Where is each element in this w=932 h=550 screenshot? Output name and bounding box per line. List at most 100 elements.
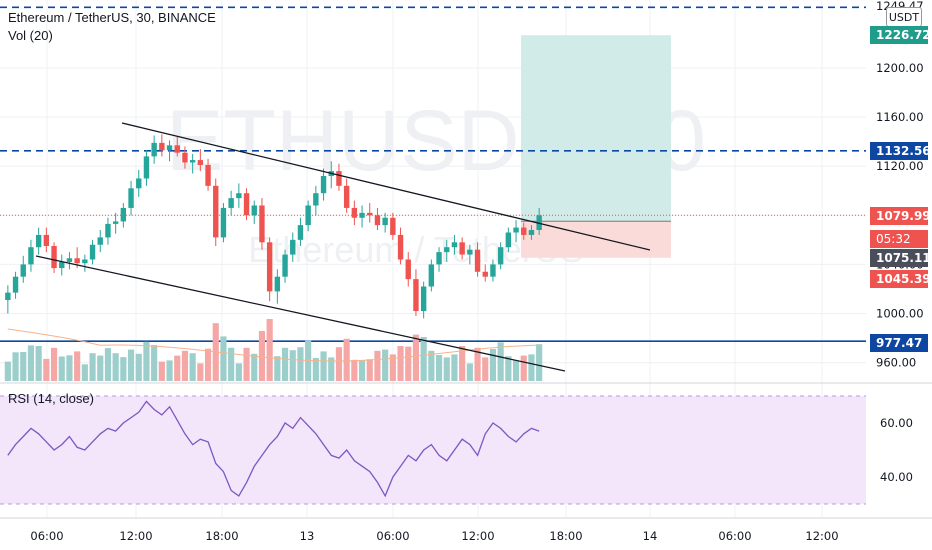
- candle-body: [74, 258, 80, 264]
- candle-body: [5, 292, 11, 300]
- candle-body: [59, 261, 65, 269]
- volume-bar: [405, 346, 412, 381]
- channel-lower-trendline: [35, 255, 566, 372]
- volume-bar: [397, 346, 404, 381]
- candle-body: [105, 223, 111, 238]
- rsi-line: [7, 400, 540, 498]
- volume-bar: [420, 337, 427, 381]
- volume-bar: [97, 355, 104, 381]
- candle-body: [536, 215, 542, 231]
- volume-bar: [320, 351, 327, 381]
- candle-body: [405, 259, 411, 280]
- volume-bar: [366, 359, 373, 381]
- time-tick-label: 13: [300, 529, 315, 543]
- candle-body: [290, 239, 296, 255]
- candle-body: [259, 205, 265, 243]
- price-tick-label: 1200.00: [876, 61, 924, 75]
- volume-bars: [4, 319, 543, 381]
- volume-bar: [312, 358, 319, 381]
- volume-bar: [528, 354, 535, 381]
- symbol-title: Ethereum / TetherUS, 30, BINANCE: [8, 10, 216, 25]
- candle-body: [374, 215, 381, 226]
- stop-price-tag: 1045.39: [870, 270, 931, 288]
- volume-bar: [512, 360, 520, 381]
- candle-body: [444, 247, 450, 253]
- candle-body: [343, 185, 350, 208]
- candle-body: [20, 264, 26, 277]
- volume-bar: [50, 347, 58, 381]
- time-tick-label: 12:00: [805, 529, 838, 543]
- volume-indicator-label: Vol (20): [8, 28, 53, 43]
- price-tick-label: 1000.00: [876, 307, 924, 321]
- volume-bar: [35, 346, 42, 381]
- rsi-band: [0, 396, 866, 504]
- time-tick-label: 06:00: [376, 529, 409, 543]
- volume-bar: [335, 347, 343, 381]
- volume-bar: [489, 349, 497, 381]
- candle-body: [297, 225, 304, 240]
- volume-bar: [374, 350, 381, 381]
- volume-bar: [4, 361, 11, 381]
- volume-bar: [120, 357, 127, 381]
- candle-body: [112, 221, 119, 224]
- volume-bar: [235, 363, 242, 381]
- time-tick-label: 12:00: [119, 529, 152, 543]
- volume-bar: [474, 347, 481, 381]
- candle-body: [43, 234, 50, 246]
- time-tick-label: 18:00: [205, 529, 238, 543]
- candle-body: [513, 227, 519, 233]
- time-tick-label: 14: [643, 529, 658, 543]
- candle-body: [189, 160, 196, 163]
- candle-body: [359, 212, 365, 218]
- candle-body: [274, 276, 281, 292]
- current-price-tag: 1079.99: [870, 207, 931, 225]
- volume-bar: [536, 344, 543, 381]
- volume-bar: [174, 355, 181, 381]
- candle-body: [266, 242, 273, 292]
- candle-body: [182, 152, 188, 163]
- upper-level-tag: 1132.56: [870, 142, 931, 160]
- time-tick-label: 06:00: [718, 529, 751, 543]
- volume-bar: [43, 358, 50, 381]
- candle-body: [467, 249, 473, 255]
- candle-body: [159, 142, 165, 151]
- volume-bar: [382, 349, 389, 381]
- volume-bar: [243, 347, 250, 381]
- candle-body: [35, 234, 42, 248]
- currency-unit-button[interactable]: USDT: [886, 7, 922, 27]
- candle-body: [505, 232, 512, 248]
- candle-body: [528, 230, 535, 235]
- candle-body: [136, 178, 142, 189]
- volume-ma-line: [7, 328, 540, 362]
- candle-body: [397, 234, 404, 260]
- volume-bar: [428, 350, 435, 381]
- volume-bar: [258, 331, 266, 381]
- volume-bar: [74, 351, 81, 381]
- candle-body: [120, 207, 127, 222]
- volume-bar: [343, 338, 350, 381]
- volume-bar: [197, 363, 204, 381]
- volume-bar: [251, 353, 258, 381]
- volume-bar: [328, 357, 335, 381]
- volume-bar: [435, 355, 443, 381]
- support-level-tag: 977.47: [870, 334, 928, 352]
- candle-body: [382, 217, 388, 226]
- candle-body: [143, 156, 150, 179]
- volume-bar: [228, 347, 235, 381]
- candle-body: [490, 264, 496, 277]
- candle-body: [166, 145, 173, 151]
- volume-bar: [281, 347, 289, 381]
- candle-body: [243, 193, 250, 216]
- volume-bar: [127, 349, 135, 381]
- candle-body: [336, 171, 342, 186]
- price-tick-label: 1160.00: [876, 110, 924, 124]
- candle-body: [174, 145, 180, 153]
- candle-body: [282, 254, 288, 277]
- volume-bar: [266, 319, 273, 381]
- volume-bar: [459, 346, 466, 381]
- volume-bar: [358, 360, 366, 381]
- candle-body: [482, 271, 488, 277]
- volume-bar: [204, 348, 212, 381]
- candle-body: [28, 247, 34, 265]
